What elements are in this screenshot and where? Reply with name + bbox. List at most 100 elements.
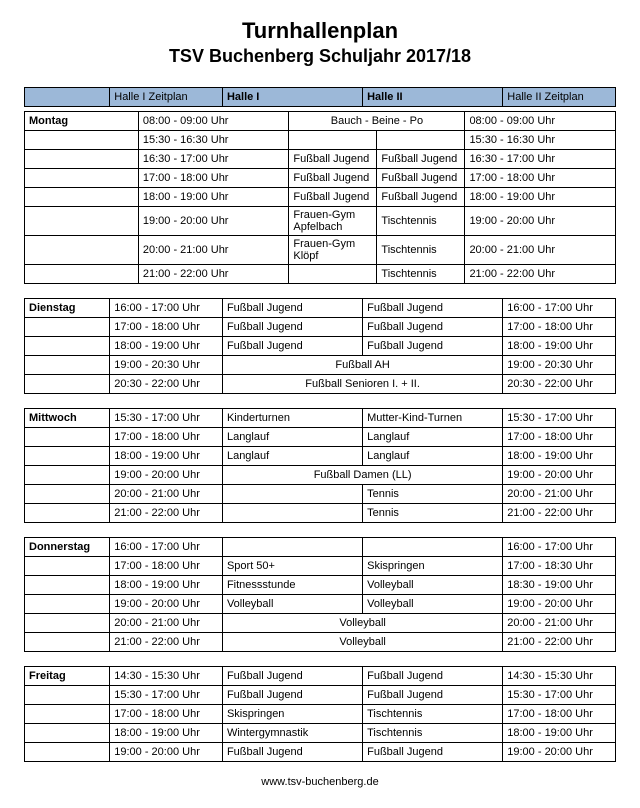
page-subtitle: TSV Buchenberg Schuljahr 2017/18 [24, 46, 616, 67]
time1-cell: 18:00 - 19:00 Uhr [110, 724, 223, 743]
time2-cell: 16:30 - 17:00 Uhr [465, 150, 616, 169]
halle2-cell [363, 538, 503, 557]
time1-cell: 20:00 - 21:00 Uhr [110, 485, 223, 504]
halle2-cell: Fußball Jugend [363, 299, 503, 318]
activity-merged-cell: Bauch - Beine - Po [289, 112, 465, 131]
day-table-mittwoch: Mittwoch15:30 - 17:00 UhrKinderturnenMut… [24, 408, 616, 523]
col-halle2: Halle II [363, 88, 503, 107]
halle1-cell [289, 131, 377, 150]
day-name-cell: Dienstag [25, 299, 110, 318]
day-name-cell [25, 504, 110, 523]
day-table-freitag: Freitag14:30 - 15:30 UhrFußball JugendFu… [24, 666, 616, 762]
day-table-dienstag: Dienstag16:00 - 17:00 UhrFußball JugendF… [24, 298, 616, 394]
table-row: 17:00 - 18:00 UhrFußball JugendFußball J… [25, 169, 616, 188]
halle2-cell: Langlauf [363, 447, 503, 466]
time1-cell: 19:00 - 20:00 Uhr [110, 743, 223, 762]
time2-cell: 21:00 - 22:00 Uhr [503, 633, 616, 652]
halle1-cell: Langlauf [222, 447, 362, 466]
col-halle1: Halle I [222, 88, 362, 107]
day-name-cell [25, 614, 110, 633]
halle1-cell: Fußball Jugend [222, 743, 362, 762]
table-row: 15:30 - 17:00 UhrFußball JugendFußball J… [25, 686, 616, 705]
time2-cell: 19:00 - 20:00 Uhr [465, 207, 616, 236]
time1-cell: 08:00 - 09:00 Uhr [138, 112, 289, 131]
activity-merged-cell: Volleyball [222, 614, 502, 633]
time2-cell: 17:00 - 18:00 Uhr [503, 428, 616, 447]
day-name-cell: Freitag [25, 667, 110, 686]
table-row: 19:00 - 20:00 UhrFrauen-Gym ApfelbachTis… [25, 207, 616, 236]
table-row: 18:00 - 19:00 UhrFußball JugendFußball J… [25, 188, 616, 207]
halle1-cell [222, 504, 362, 523]
time1-cell: 19:00 - 20:30 Uhr [110, 356, 223, 375]
table-row: 18:00 - 19:00 UhrLanglaufLanglauf18:00 -… [25, 447, 616, 466]
day-name-cell [25, 595, 110, 614]
time2-cell: 18:00 - 19:00 Uhr [503, 447, 616, 466]
halle2-cell [377, 131, 465, 150]
col-time1: Halle I Zeitplan [110, 88, 223, 107]
time1-cell: 19:00 - 20:00 Uhr [110, 595, 223, 614]
time1-cell: 17:00 - 18:00 Uhr [138, 169, 289, 188]
table-row: 19:00 - 20:30 UhrFußball AH19:00 - 20:30… [25, 356, 616, 375]
col-time2: Halle II Zeitplan [503, 88, 616, 107]
time2-cell: 16:00 - 17:00 Uhr [503, 538, 616, 557]
time1-cell: 16:00 - 17:00 Uhr [110, 299, 223, 318]
day-name-cell [25, 356, 110, 375]
day-name-cell [25, 576, 110, 595]
table-row: 19:00 - 20:00 UhrVolleyballVolleyball19:… [25, 595, 616, 614]
time2-cell: 18:00 - 19:00 Uhr [503, 337, 616, 356]
day-name-cell [25, 318, 110, 337]
day-name-cell [25, 236, 139, 265]
table-row: Dienstag16:00 - 17:00 UhrFußball JugendF… [25, 299, 616, 318]
time1-cell: 16:00 - 17:00 Uhr [110, 538, 223, 557]
time2-cell: 15:30 - 16:30 Uhr [465, 131, 616, 150]
time1-cell: 20:30 - 22:00 Uhr [110, 375, 223, 394]
time1-cell: 18:00 - 19:00 Uhr [110, 447, 223, 466]
time2-cell: 19:00 - 20:30 Uhr [503, 356, 616, 375]
halle1-cell: Fußball Jugend [222, 318, 362, 337]
halle2-cell: Fußball Jugend [363, 337, 503, 356]
time1-cell: 17:00 - 18:00 Uhr [110, 428, 223, 447]
day-name-cell [25, 375, 110, 394]
day-name-cell [25, 557, 110, 576]
table-row: 17:00 - 18:00 UhrFußball JugendFußball J… [25, 318, 616, 337]
time2-cell: 08:00 - 09:00 Uhr [465, 112, 616, 131]
time1-cell: 14:30 - 15:30 Uhr [110, 667, 223, 686]
halle1-cell: Fußball Jugend [289, 188, 377, 207]
halle2-cell: Fußball Jugend [363, 743, 503, 762]
table-row: 17:00 - 18:00 UhrSport 50+Skispringen17:… [25, 557, 616, 576]
time1-cell: 21:00 - 22:00 Uhr [110, 633, 223, 652]
time2-cell: 19:00 - 20:00 Uhr [503, 595, 616, 614]
time2-cell: 16:00 - 17:00 Uhr [503, 299, 616, 318]
day-table-montag: Montag08:00 - 09:00 UhrBauch - Beine - P… [24, 111, 616, 284]
day-name-cell [25, 724, 110, 743]
table-row: 20:30 - 22:00 UhrFußball Senioren I. + I… [25, 375, 616, 394]
table-row: 21:00 - 22:00 UhrVolleyball21:00 - 22:00… [25, 633, 616, 652]
halle1-cell: Kinderturnen [222, 409, 362, 428]
activity-merged-cell: Fußball Damen (LL) [222, 466, 502, 485]
day-name-cell [25, 485, 110, 504]
day-name-cell [25, 428, 110, 447]
halle2-cell: Langlauf [363, 428, 503, 447]
halle2-cell: Fußball Jugend [377, 188, 465, 207]
table-row: 18:00 - 19:00 UhrFußball JugendFußball J… [25, 337, 616, 356]
time2-cell: 21:00 - 22:00 Uhr [503, 504, 616, 523]
halle1-cell: Volleyball [222, 595, 362, 614]
time1-cell: 20:00 - 21:00 Uhr [138, 236, 289, 265]
time1-cell: 20:00 - 21:00 Uhr [110, 614, 223, 633]
halle1-cell: Frauen-Gym Apfelbach [289, 207, 377, 236]
table-row: Montag08:00 - 09:00 UhrBauch - Beine - P… [25, 112, 616, 131]
time1-cell: 21:00 - 22:00 Uhr [138, 265, 289, 284]
table-row: 21:00 - 22:00 UhrTischtennis21:00 - 22:0… [25, 265, 616, 284]
time1-cell: 15:30 - 17:00 Uhr [110, 686, 223, 705]
time1-cell: 18:00 - 19:00 Uhr [110, 576, 223, 595]
table-row: Donnerstag16:00 - 17:00 Uhr16:00 - 17:00… [25, 538, 616, 557]
halle2-cell: Volleyball [363, 595, 503, 614]
halle2-cell: Fußball Jugend [363, 667, 503, 686]
time2-cell: 17:00 - 18:00 Uhr [465, 169, 616, 188]
day-name-cell [25, 447, 110, 466]
halle1-cell: Sport 50+ [222, 557, 362, 576]
time1-cell: 15:30 - 17:00 Uhr [110, 409, 223, 428]
time2-cell: 18:30 - 19:00 Uhr [503, 576, 616, 595]
day-name-cell [25, 633, 110, 652]
activity-merged-cell: Fußball Senioren I. + II. [222, 375, 502, 394]
